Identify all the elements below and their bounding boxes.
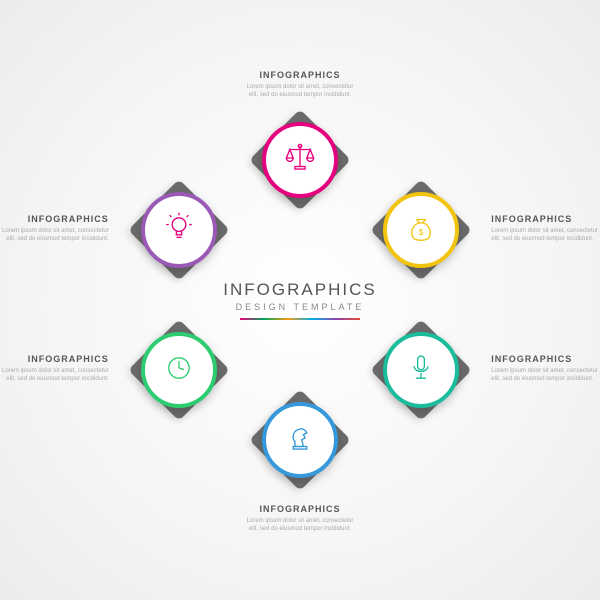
node-label: INFOGRAPHICS Lorem ipsum dolor sit amet, … bbox=[0, 354, 109, 384]
node-ring bbox=[262, 402, 338, 478]
node-body: Lorem ipsum dolor sit amet, consectetur … bbox=[491, 227, 600, 244]
node-body: Lorem ipsum dolor sit amet, consectetur … bbox=[0, 227, 109, 244]
node-body: Lorem ipsum dolor sit amet, consectetur … bbox=[0, 367, 109, 384]
scale-icon bbox=[283, 141, 317, 180]
node-ring bbox=[141, 192, 217, 268]
center-title: INFOGRAPHICS DESIGN TEMPLATE bbox=[210, 280, 390, 320]
node-label: INFOGRAPHICS Lorem ipsum dolor sit amet, … bbox=[491, 214, 600, 244]
node-heading: INFOGRAPHICS bbox=[245, 70, 355, 80]
node-heading: INFOGRAPHICS bbox=[245, 504, 355, 514]
node-label: INFOGRAPHICS Lorem ipsum dolor sit amet, … bbox=[0, 214, 109, 244]
node-body: Lorem ipsum dolor sit amet, consectetur … bbox=[245, 83, 355, 100]
rainbow-divider bbox=[240, 318, 360, 320]
node-label: INFOGRAPHICS Lorem ipsum dolor sit amet, … bbox=[245, 70, 355, 100]
node-heading: INFOGRAPHICS bbox=[0, 354, 109, 364]
center-title-main: INFOGRAPHICS bbox=[210, 280, 390, 300]
clock-icon bbox=[162, 351, 196, 390]
node-body: Lorem ipsum dolor sit amet, consectetur … bbox=[491, 367, 600, 384]
node-label: INFOGRAPHICS Lorem ipsum dolor sit amet, … bbox=[491, 354, 600, 384]
node-label: INFOGRAPHICS Lorem ipsum dolor sit amet, … bbox=[245, 504, 355, 534]
node-ring: $ bbox=[383, 192, 459, 268]
bulb-icon bbox=[162, 211, 196, 250]
node-heading: INFOGRAPHICS bbox=[0, 214, 109, 224]
microphone-icon bbox=[404, 351, 438, 390]
node-heading: INFOGRAPHICS bbox=[491, 354, 600, 364]
node-ring bbox=[262, 122, 338, 198]
moneybag-icon: $ bbox=[404, 211, 438, 250]
node-ring bbox=[141, 332, 217, 408]
node-body: Lorem ipsum dolor sit amet, consectetur … bbox=[245, 517, 355, 534]
center-title-sub: DESIGN TEMPLATE bbox=[210, 302, 390, 312]
node-heading: INFOGRAPHICS bbox=[491, 214, 600, 224]
knight-icon bbox=[283, 421, 317, 460]
node-ring bbox=[383, 332, 459, 408]
svg-text:$: $ bbox=[419, 226, 424, 236]
